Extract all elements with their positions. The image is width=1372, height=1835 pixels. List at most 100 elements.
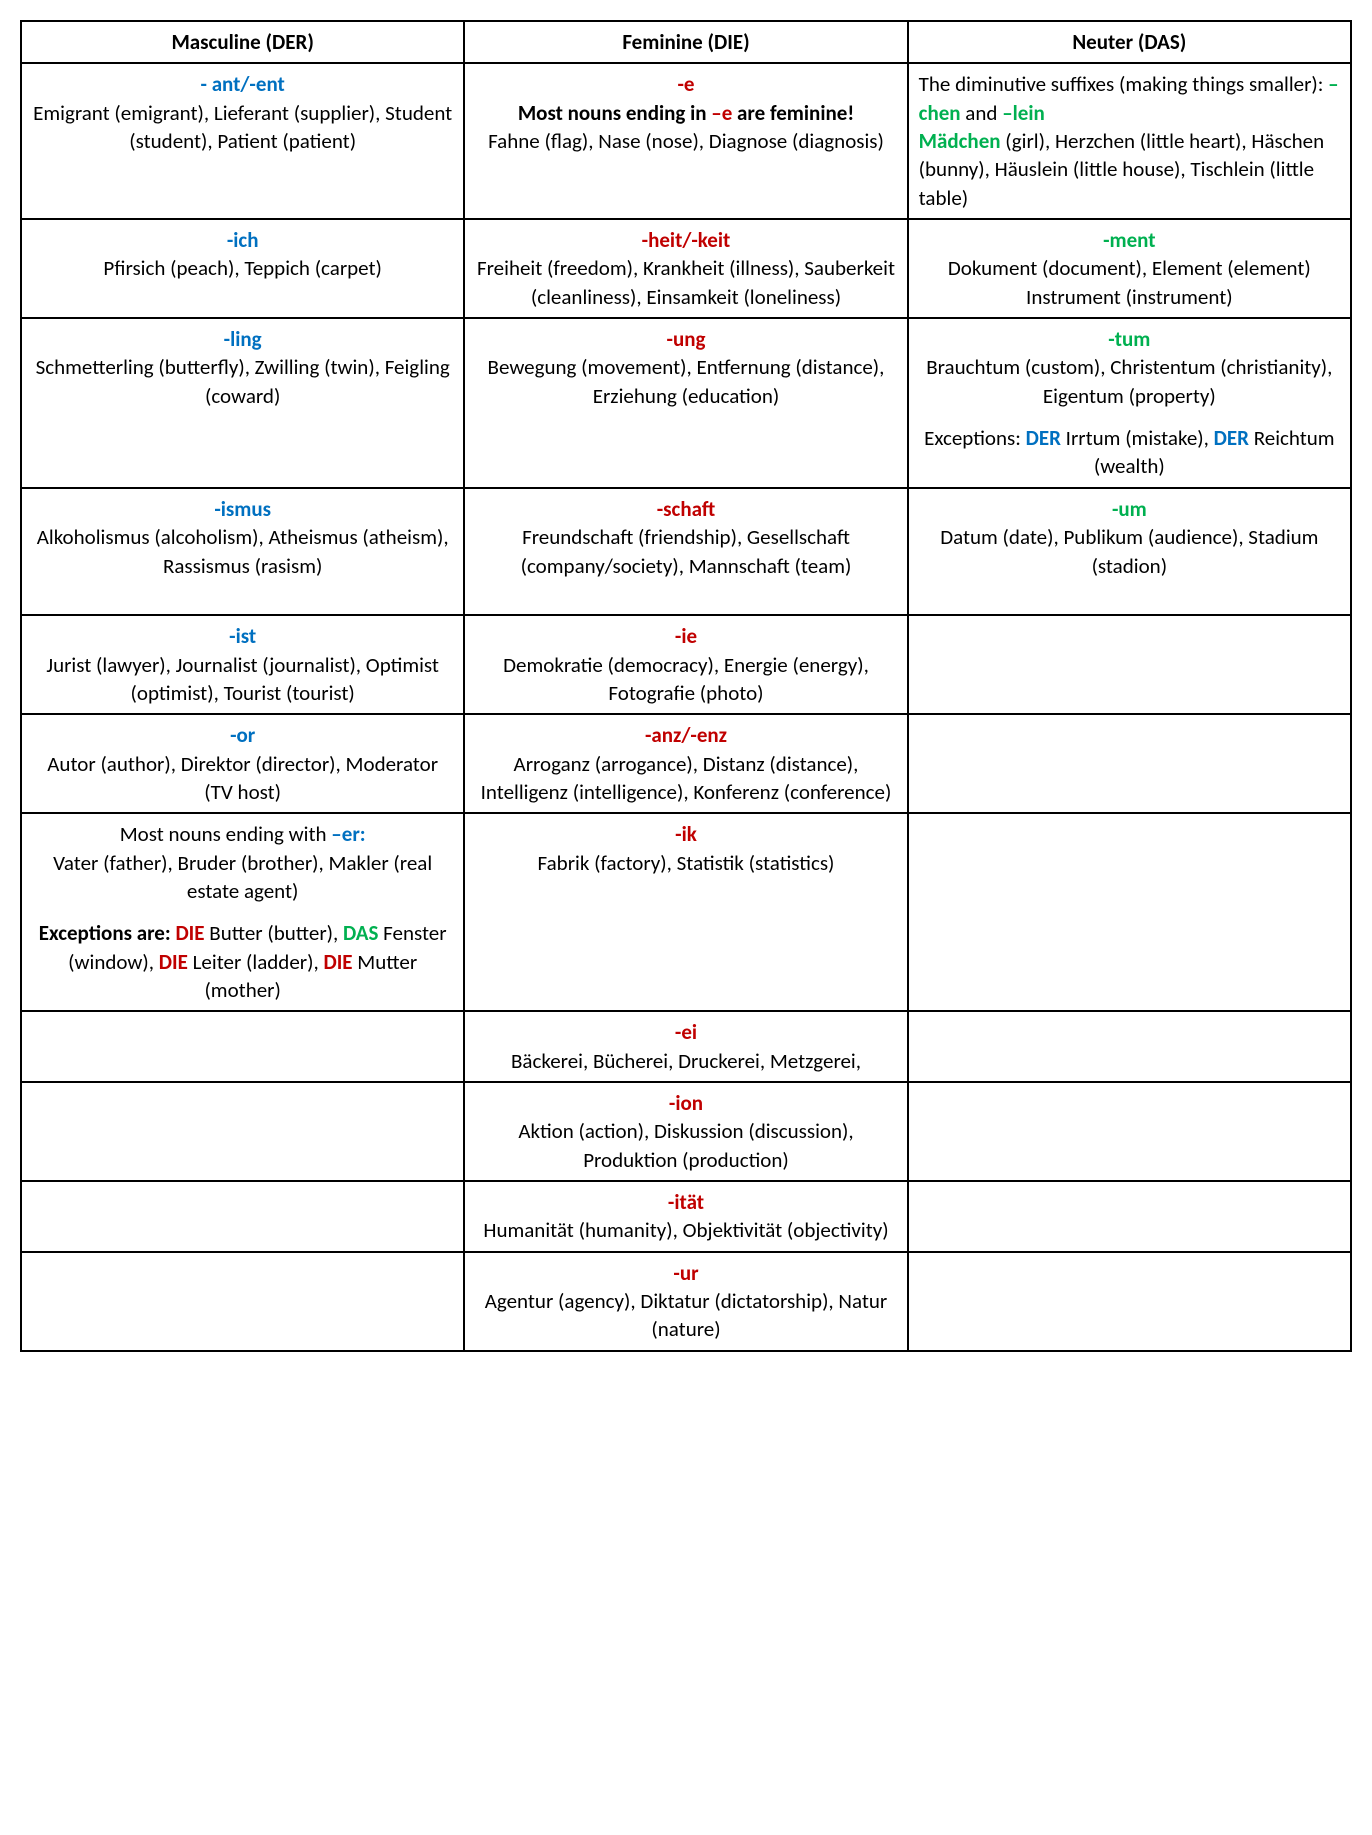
cell-feminine: -ik Fabrik (factory), Statistik (statist… [464,813,907,1011]
cell-intro: Most nouns ending with –er: [32,820,453,848]
text: DER [1214,425,1249,451]
cell-feminine: -heit/-keit Freiheit (freedom), Krankhei… [464,219,907,318]
text: Most nouns ending in [518,100,711,126]
cell-masculine: -ich Pfirsich (peach), Teppich (carpet) [21,219,464,318]
col-header-neuter: Neuter (DAS) [908,21,1351,63]
suffix-label: -ich [32,226,453,254]
text: DIE [323,949,352,975]
text: Butter (butter), [205,920,343,946]
suffix-label: -ling [32,325,453,353]
cell-masculine: Most nouns ending with –er: Vater (fathe… [21,813,464,1011]
cell-neuter [908,1252,1351,1351]
text: –e [711,100,732,126]
suffix-label: -ion [475,1089,896,1117]
spacer [919,580,1340,608]
suffix-label: -ie [475,622,896,650]
text: Irrtum (mistake), [1061,425,1214,451]
cell-body: Arroganz (arrogance), Distanz (distance)… [475,750,896,807]
cell-feminine: -ei Bäckerei, Bücherei, Druckerei, Metzg… [464,1011,907,1082]
exception-text: Exceptions are: DIE Butter (butter), DAS… [32,919,453,1004]
text: DIE [175,920,204,946]
text: –lein [1002,100,1045,126]
cell-body: Aktion (action), Diskussion (discussion)… [475,1117,896,1174]
text: Exceptions are: [39,920,176,946]
cell-masculine [21,1181,464,1252]
cell-neuter [908,1181,1351,1252]
cell-body: Dokument (document), Element (element) I… [919,254,1340,311]
cell-masculine: -ist Jurist (lawyer), Journalist (journa… [21,615,464,714]
cell-feminine: -schaft Freundschaft (friendship), Gesel… [464,488,907,615]
text: The diminutive suffixes (making things s… [919,71,1329,97]
cell-neuter: -tum Brauchtum (custom), Christentum (ch… [908,318,1351,488]
cell-feminine: -ität Humanität (humanity), Objektivität… [464,1181,907,1252]
cell-body: Fabrik (factory), Statistik (statistics) [475,849,896,877]
text: DIE [159,949,188,975]
suffix-label: -ist [32,622,453,650]
cell-feminine: -ur Agentur (agency), Diktatur (dictator… [464,1252,907,1351]
cell-masculine: - ant/-ent Emigrant (emigrant), Lieferan… [21,63,464,219]
cell-body: Alkoholismus (alcoholism), Atheismus (at… [32,523,453,580]
suffix-label: -anz/-enz [475,721,896,749]
col-header-feminine: Feminine (DIE) [464,21,907,63]
text: DER [1026,425,1061,451]
cell-body: Mädchen (girl), Herzchen (little heart),… [919,127,1340,212]
table-row: -ich Pfirsich (peach), Teppich (carpet) … [21,219,1351,318]
text: Exceptions: [924,425,1026,451]
table-row: -or Autor (author), Direktor (director),… [21,714,1351,813]
cell-neuter [908,1082,1351,1181]
table-row: Most nouns ending with –er: Vater (fathe… [21,813,1351,1011]
table-row: -ität Humanität (humanity), Objektivität… [21,1181,1351,1252]
cell-neuter [908,615,1351,714]
table-row: - ant/-ent Emigrant (emigrant), Lieferan… [21,63,1351,219]
suffix-label: -ik [475,820,896,848]
table-row: -ist Jurist (lawyer), Journalist (journa… [21,615,1351,714]
suffix-label: -um [919,495,1340,523]
cell-masculine: -ling Schmetterling (butterfly), Zwillin… [21,318,464,488]
table-row: -ling Schmetterling (butterfly), Zwillin… [21,318,1351,488]
cell-body: Brauchtum (custom), Christentum (christi… [919,353,1340,410]
text: Leiter (ladder), [188,949,324,975]
cell-neuter: -um Datum (date), Publikum (audience), S… [908,488,1351,615]
cell-neuter [908,1011,1351,1082]
suffix-label: -schaft [475,495,896,523]
cell-masculine: -ismus Alkoholismus (alcoholism), Atheis… [21,488,464,615]
text: Mädchen [919,128,1001,154]
cell-body: Bäckerei, Bücherei, Druckerei, Metzgerei… [475,1047,896,1075]
suffix-label: -ment [919,226,1340,254]
cell-neuter: The diminutive suffixes (making things s… [908,63,1351,219]
suffix-label: -ung [475,325,896,353]
cell-body: Datum (date), Publikum (audience), Stadi… [919,523,1340,580]
text: and [961,100,1003,126]
cell-body: Bewegung (movement), Entfernung (distanc… [475,353,896,410]
cell-body: Jurist (lawyer), Journalist (journalist)… [32,651,453,708]
text: DAS [343,920,378,946]
gender-suffix-table: Masculine (DER) Feminine (DIE) Neuter (D… [20,20,1352,1352]
cell-subtitle: Most nouns ending in –e are feminine! [475,99,896,127]
cell-body: Schmetterling (butterfly), Zwilling (twi… [32,353,453,410]
cell-neuter [908,714,1351,813]
suffix-label: -or [32,721,453,749]
suffix-label: -ismus [32,495,453,523]
suffix-label: -ur [475,1259,896,1287]
text: Most nouns ending with [120,821,332,847]
cell-masculine: -or Autor (author), Direktor (director),… [21,714,464,813]
suffix-label: -ei [475,1018,896,1046]
cell-body: Vater (father), Bruder (brother), Makler… [32,849,453,906]
cell-body: Freundschaft (friendship), Gesellschaft … [475,523,896,580]
suffix-label: -e [475,70,896,98]
cell-body: The diminutive suffixes (making things s… [919,70,1340,127]
table-row: -ismus Alkoholismus (alcoholism), Atheis… [21,488,1351,615]
cell-body: Pfirsich (peach), Teppich (carpet) [32,254,453,282]
col-header-masculine: Masculine (DER) [21,21,464,63]
suffix-label: - ant/-ent [32,70,453,98]
cell-feminine: -e Most nouns ending in –e are feminine!… [464,63,907,219]
cell-body: Freiheit (freedom), Krankheit (illness),… [475,254,896,311]
cell-feminine: -ung Bewegung (movement), Entfernung (di… [464,318,907,488]
cell-masculine [21,1011,464,1082]
cell-body: Humanität (humanity), Objektivität (obje… [475,1216,896,1244]
cell-feminine: -anz/-enz Arroganz (arrogance), Distanz … [464,714,907,813]
suffix-label: -tum [919,325,1340,353]
cell-body: Agentur (agency), Diktatur (dictatorship… [475,1287,896,1344]
table-row: -ei Bäckerei, Bücherei, Druckerei, Metzg… [21,1011,1351,1082]
cell-body: Demokratie (democracy), Energie (energy)… [475,651,896,708]
